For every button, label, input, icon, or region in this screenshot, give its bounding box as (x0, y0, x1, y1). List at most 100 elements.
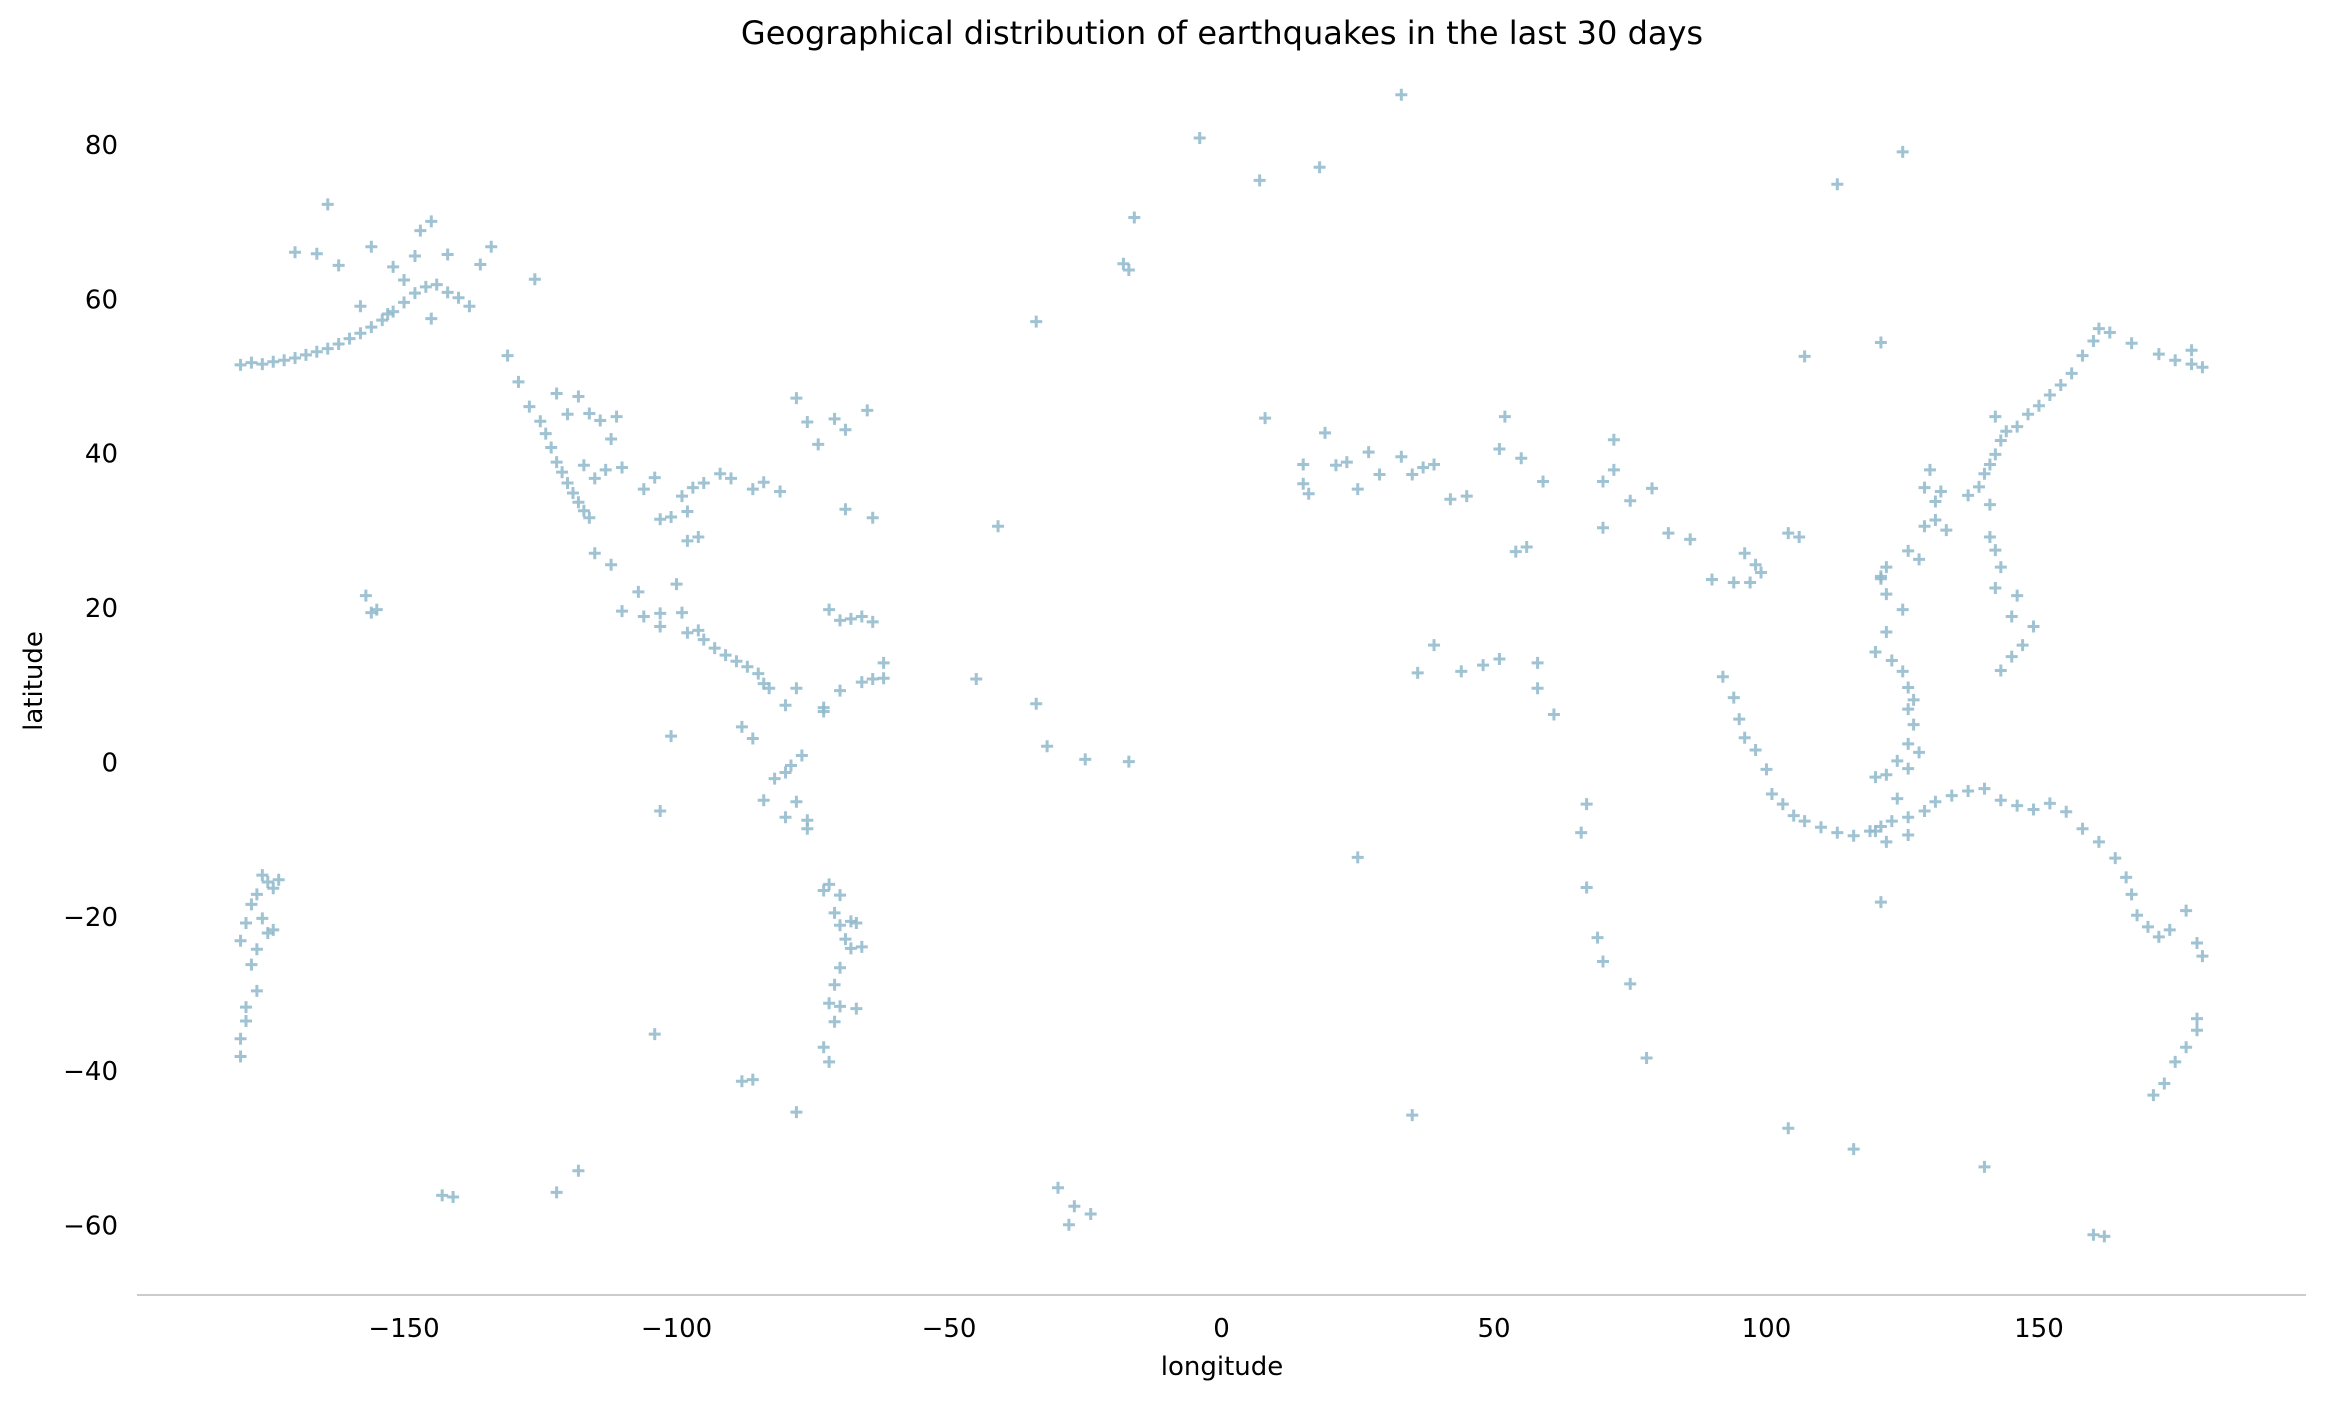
earthquake-point (523, 400, 536, 413)
points-layer (234, 88, 2209, 1243)
earthquake-point (1591, 931, 1604, 944)
earthquake-point (1907, 718, 1920, 731)
earthquake-point (2087, 334, 2100, 347)
earthquake-point (234, 934, 247, 947)
earthquake-point (1030, 697, 1043, 710)
earthquake-point (359, 589, 372, 602)
earthquake-point (714, 467, 727, 480)
earthquake-point (425, 215, 438, 228)
y-tick-label: 60 (85, 285, 118, 315)
earthquake-point (2191, 1024, 2204, 1037)
earthquake-point (1351, 851, 1364, 864)
earthquake-point (725, 472, 738, 485)
earthquake-point (746, 483, 759, 496)
earthquake-point (2152, 348, 2165, 361)
earthquake-point (855, 940, 868, 953)
earthquake-point (844, 612, 857, 625)
earthquake-point (1640, 1052, 1653, 1065)
earthquake-point (1929, 495, 1942, 508)
earthquake-point (452, 291, 465, 304)
earthquake-point (1940, 524, 1953, 537)
x-tick-label: −100 (641, 1314, 712, 1344)
earthquake-point (250, 943, 263, 956)
earthquake-point (605, 558, 618, 571)
earthquake-point (2043, 797, 2056, 810)
earthquake-point (365, 240, 378, 253)
earthquake-point (1978, 467, 1991, 480)
earthquake-point (1929, 514, 1942, 527)
earthquake-point (2000, 425, 2013, 438)
earthquake-point (2076, 349, 2089, 362)
earthquake-point (1122, 263, 1135, 276)
earthquake-point (376, 314, 389, 327)
earthquake-point (1994, 434, 2007, 447)
earthquake-point (2022, 408, 2035, 421)
earthquake-point (801, 814, 814, 827)
earthquake-point (681, 505, 694, 518)
earthquake-point (2011, 420, 2024, 433)
earthquake-point (866, 673, 879, 686)
earthquake-point (2060, 805, 2073, 818)
earthquake-point (735, 1075, 748, 1088)
earthquake-point (790, 392, 803, 405)
earthquake-point (844, 915, 857, 928)
x-tick-label: 100 (1742, 1314, 1792, 1344)
earthquake-point (441, 248, 454, 261)
earthquake-point (1994, 794, 2007, 807)
earthquake-point (681, 534, 694, 547)
earthquake-point (267, 355, 280, 368)
earthquake-point (2131, 909, 2144, 922)
earthquake-point (970, 673, 983, 686)
earthquake-point (1428, 639, 1441, 652)
earthquake-point (801, 416, 814, 429)
earthquake-point (2103, 326, 2116, 339)
earthquake-point (1983, 458, 1996, 471)
earthquake-point (408, 287, 421, 300)
earthquake-point (654, 607, 667, 620)
earthquake-point (583, 511, 596, 524)
earthquake-point (741, 660, 754, 673)
earthquake-point (834, 919, 847, 932)
earthquake-point (790, 1106, 803, 1119)
earthquake-point (1918, 805, 1931, 818)
earthquake-point (1733, 713, 1746, 726)
earthquake-point (289, 246, 302, 259)
earthquake-point (2196, 950, 2209, 963)
earthquake-point (2185, 344, 2198, 357)
earthquake-point (1749, 558, 1762, 571)
x-tick-label: 50 (1477, 1314, 1510, 1344)
earthquake-point (572, 1164, 585, 1177)
earthquake-point (1847, 829, 1860, 842)
earthquake-point (834, 614, 847, 627)
earthquake-point (245, 356, 258, 369)
earthquake-point (272, 873, 285, 886)
earthquake-point (441, 286, 454, 299)
earthquake-point (697, 633, 710, 646)
earthquake-point (1869, 646, 1882, 659)
earthquake-point (1978, 1160, 1991, 1173)
earthquake-point (474, 258, 487, 271)
earthquake-point (1128, 211, 1141, 224)
y-tick-label: −40 (63, 1057, 118, 1087)
earthquake-point (1885, 815, 1898, 828)
earthquake-point (1896, 665, 1909, 678)
earthquake-point (1934, 485, 1947, 498)
earthquake-point (245, 898, 258, 911)
earthquake-point (245, 958, 258, 971)
earthquake-point (637, 483, 650, 496)
earthquake-point (1913, 746, 1926, 759)
earthquake-point (408, 250, 421, 263)
earthquake-point (354, 327, 367, 340)
earthquake-point (577, 459, 590, 472)
earthquake-point (834, 889, 847, 902)
earthquake-point (2011, 589, 2024, 602)
earthquake-point (1831, 178, 1844, 191)
earthquake-point (834, 684, 847, 697)
earthquake-point (2016, 639, 2029, 652)
earthquake-point (844, 942, 857, 955)
earthquake-point (1782, 527, 1795, 540)
earthquake-point (239, 1014, 252, 1027)
earthquake-point (757, 476, 770, 489)
